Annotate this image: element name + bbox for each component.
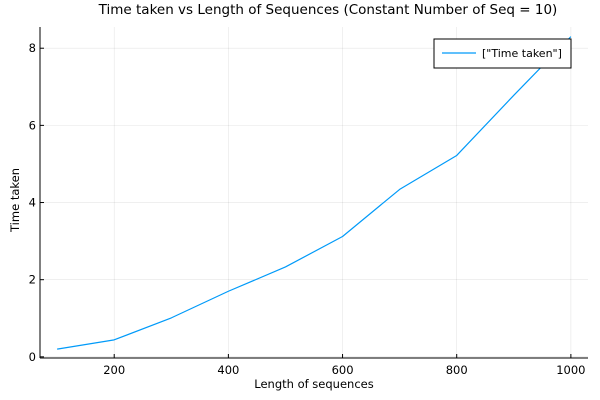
x-tick-label: 800 <box>446 363 468 377</box>
legend: ["Time taken"] <box>433 38 572 69</box>
y-tick-label: 2 <box>29 273 36 287</box>
y-tick-label: 0 <box>29 350 36 364</box>
y-tick-label: 4 <box>29 196 36 210</box>
x-axis-label: Length of sequences <box>254 377 373 391</box>
y-axis-label: Time taken <box>8 168 22 233</box>
x-tick-label: 200 <box>103 363 125 377</box>
x-tick-label: 600 <box>332 363 354 377</box>
axes <box>39 27 588 359</box>
tick-labels: 200 400 600 800 1000 0 2 4 6 8 <box>29 41 586 377</box>
x-tick-label: 1000 <box>556 363 585 377</box>
y-tick-label: 6 <box>29 118 36 132</box>
series-layer <box>57 36 572 350</box>
series-line-0 <box>57 36 572 350</box>
x-tick-label: 400 <box>217 363 239 377</box>
chart-title: Time taken vs Length of Sequences (Const… <box>98 2 558 18</box>
legend-label: ["Time taken"] <box>482 47 562 60</box>
y-tick-label: 8 <box>29 41 36 55</box>
